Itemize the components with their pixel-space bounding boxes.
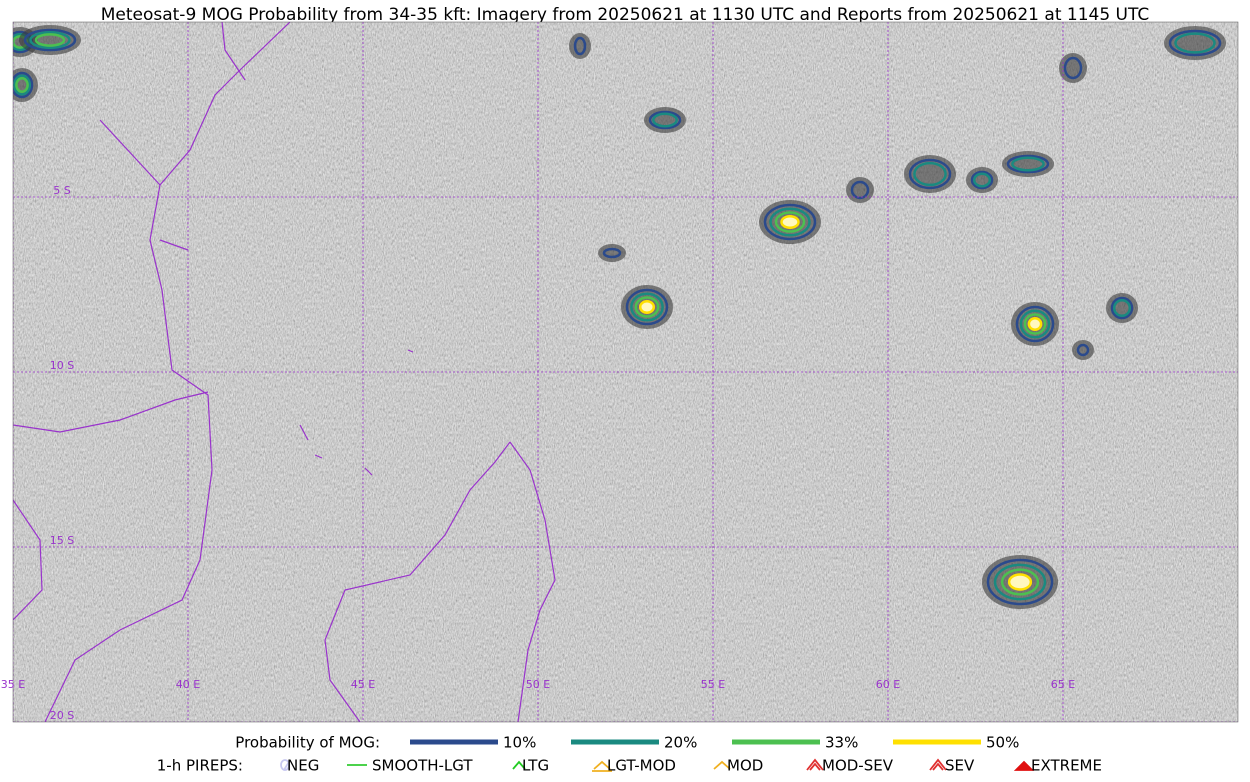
legend-title: 1-h PIREPS: [157, 757, 243, 775]
pirep-icon [806, 758, 824, 771]
legend-label: MOD-SEV [822, 757, 894, 775]
contour [970, 170, 994, 190]
legend: Probability of MOG: 10% 20% 33% 50% 1-h PIREP… [157, 734, 1102, 775]
legend-label: LTG [522, 757, 549, 775]
storm-shadow [598, 244, 626, 262]
pirep-icon [592, 760, 612, 772]
contour [774, 211, 806, 233]
legend-label: 10% [503, 734, 536, 752]
contour [993, 563, 1047, 601]
contour [1063, 56, 1083, 80]
contour [913, 161, 947, 187]
storm-shadow [569, 33, 591, 59]
contour [1006, 154, 1050, 174]
contour [1168, 29, 1222, 57]
legend-title: Probability of MOG: [235, 734, 380, 752]
graticule [13, 22, 1238, 722]
lon-label: 40 E [176, 678, 200, 691]
contour [1019, 309, 1051, 339]
contour [1110, 296, 1134, 320]
storm-shadow [846, 177, 874, 203]
contour [908, 158, 952, 190]
contour [13, 71, 34, 99]
contour [1174, 32, 1216, 54]
lon-label: 60 E [876, 678, 900, 691]
lat-label: 5 S [53, 184, 70, 197]
contour [763, 203, 817, 241]
lon-label: 65 E [1051, 678, 1075, 691]
contour [1112, 298, 1132, 318]
contour [1007, 573, 1033, 591]
map [13, 22, 1238, 722]
contour [648, 110, 682, 130]
contour [573, 36, 587, 56]
lon-label: 35 E [1, 678, 25, 691]
legend-label: 50% [986, 734, 1019, 752]
contour [15, 77, 29, 93]
coastlines [13, 22, 556, 722]
lat-label: 20 S [50, 709, 74, 722]
legend-label: SMOOTH-LGT [372, 757, 473, 775]
storm-shadow [1059, 53, 1087, 83]
legend-label: LGT-MOD [607, 757, 676, 775]
pirep-icon [512, 760, 526, 770]
legend-label: NEG [287, 757, 319, 775]
mog-contours [13, 25, 1226, 609]
title: Meteosat-9 MOG Probability from 34-35 kf… [101, 5, 1150, 25]
contour [23, 28, 77, 52]
contour [1015, 305, 1055, 343]
legend-label: 33% [825, 734, 858, 752]
contour [34, 33, 66, 47]
contour [630, 292, 664, 322]
lat-label: 15 S [50, 534, 74, 547]
contour [1076, 343, 1090, 357]
contour [13, 74, 32, 96]
contour [29, 30, 71, 50]
pirep-icon [280, 759, 291, 771]
legend-label: SEV [945, 757, 975, 775]
contour [769, 207, 811, 237]
lon-label: 45 E [351, 678, 375, 691]
pirep-icon [929, 758, 947, 771]
map-frame [12, 21, 1239, 723]
contour [652, 112, 678, 128]
contour [1011, 156, 1045, 172]
pirep-icon [1013, 760, 1035, 771]
contour [972, 172, 992, 188]
legend-label: EXTREME [1031, 757, 1102, 775]
pirep-icon [713, 760, 731, 770]
contour [625, 288, 669, 326]
legend-label: 20% [664, 734, 697, 752]
lon-label: 55 E [701, 678, 725, 691]
contour [850, 180, 870, 200]
contour [986, 558, 1054, 606]
contour [1027, 316, 1043, 332]
legend-label: MOD [727, 757, 763, 775]
storm-shadow [1072, 340, 1094, 360]
contour [1023, 313, 1047, 335]
contour [634, 296, 660, 318]
lon-label: 50 E [526, 678, 550, 691]
contour [638, 299, 656, 315]
lat-label: 10 S [50, 359, 74, 372]
contour [1000, 568, 1040, 596]
contour [780, 214, 800, 230]
contour [602, 247, 622, 259]
